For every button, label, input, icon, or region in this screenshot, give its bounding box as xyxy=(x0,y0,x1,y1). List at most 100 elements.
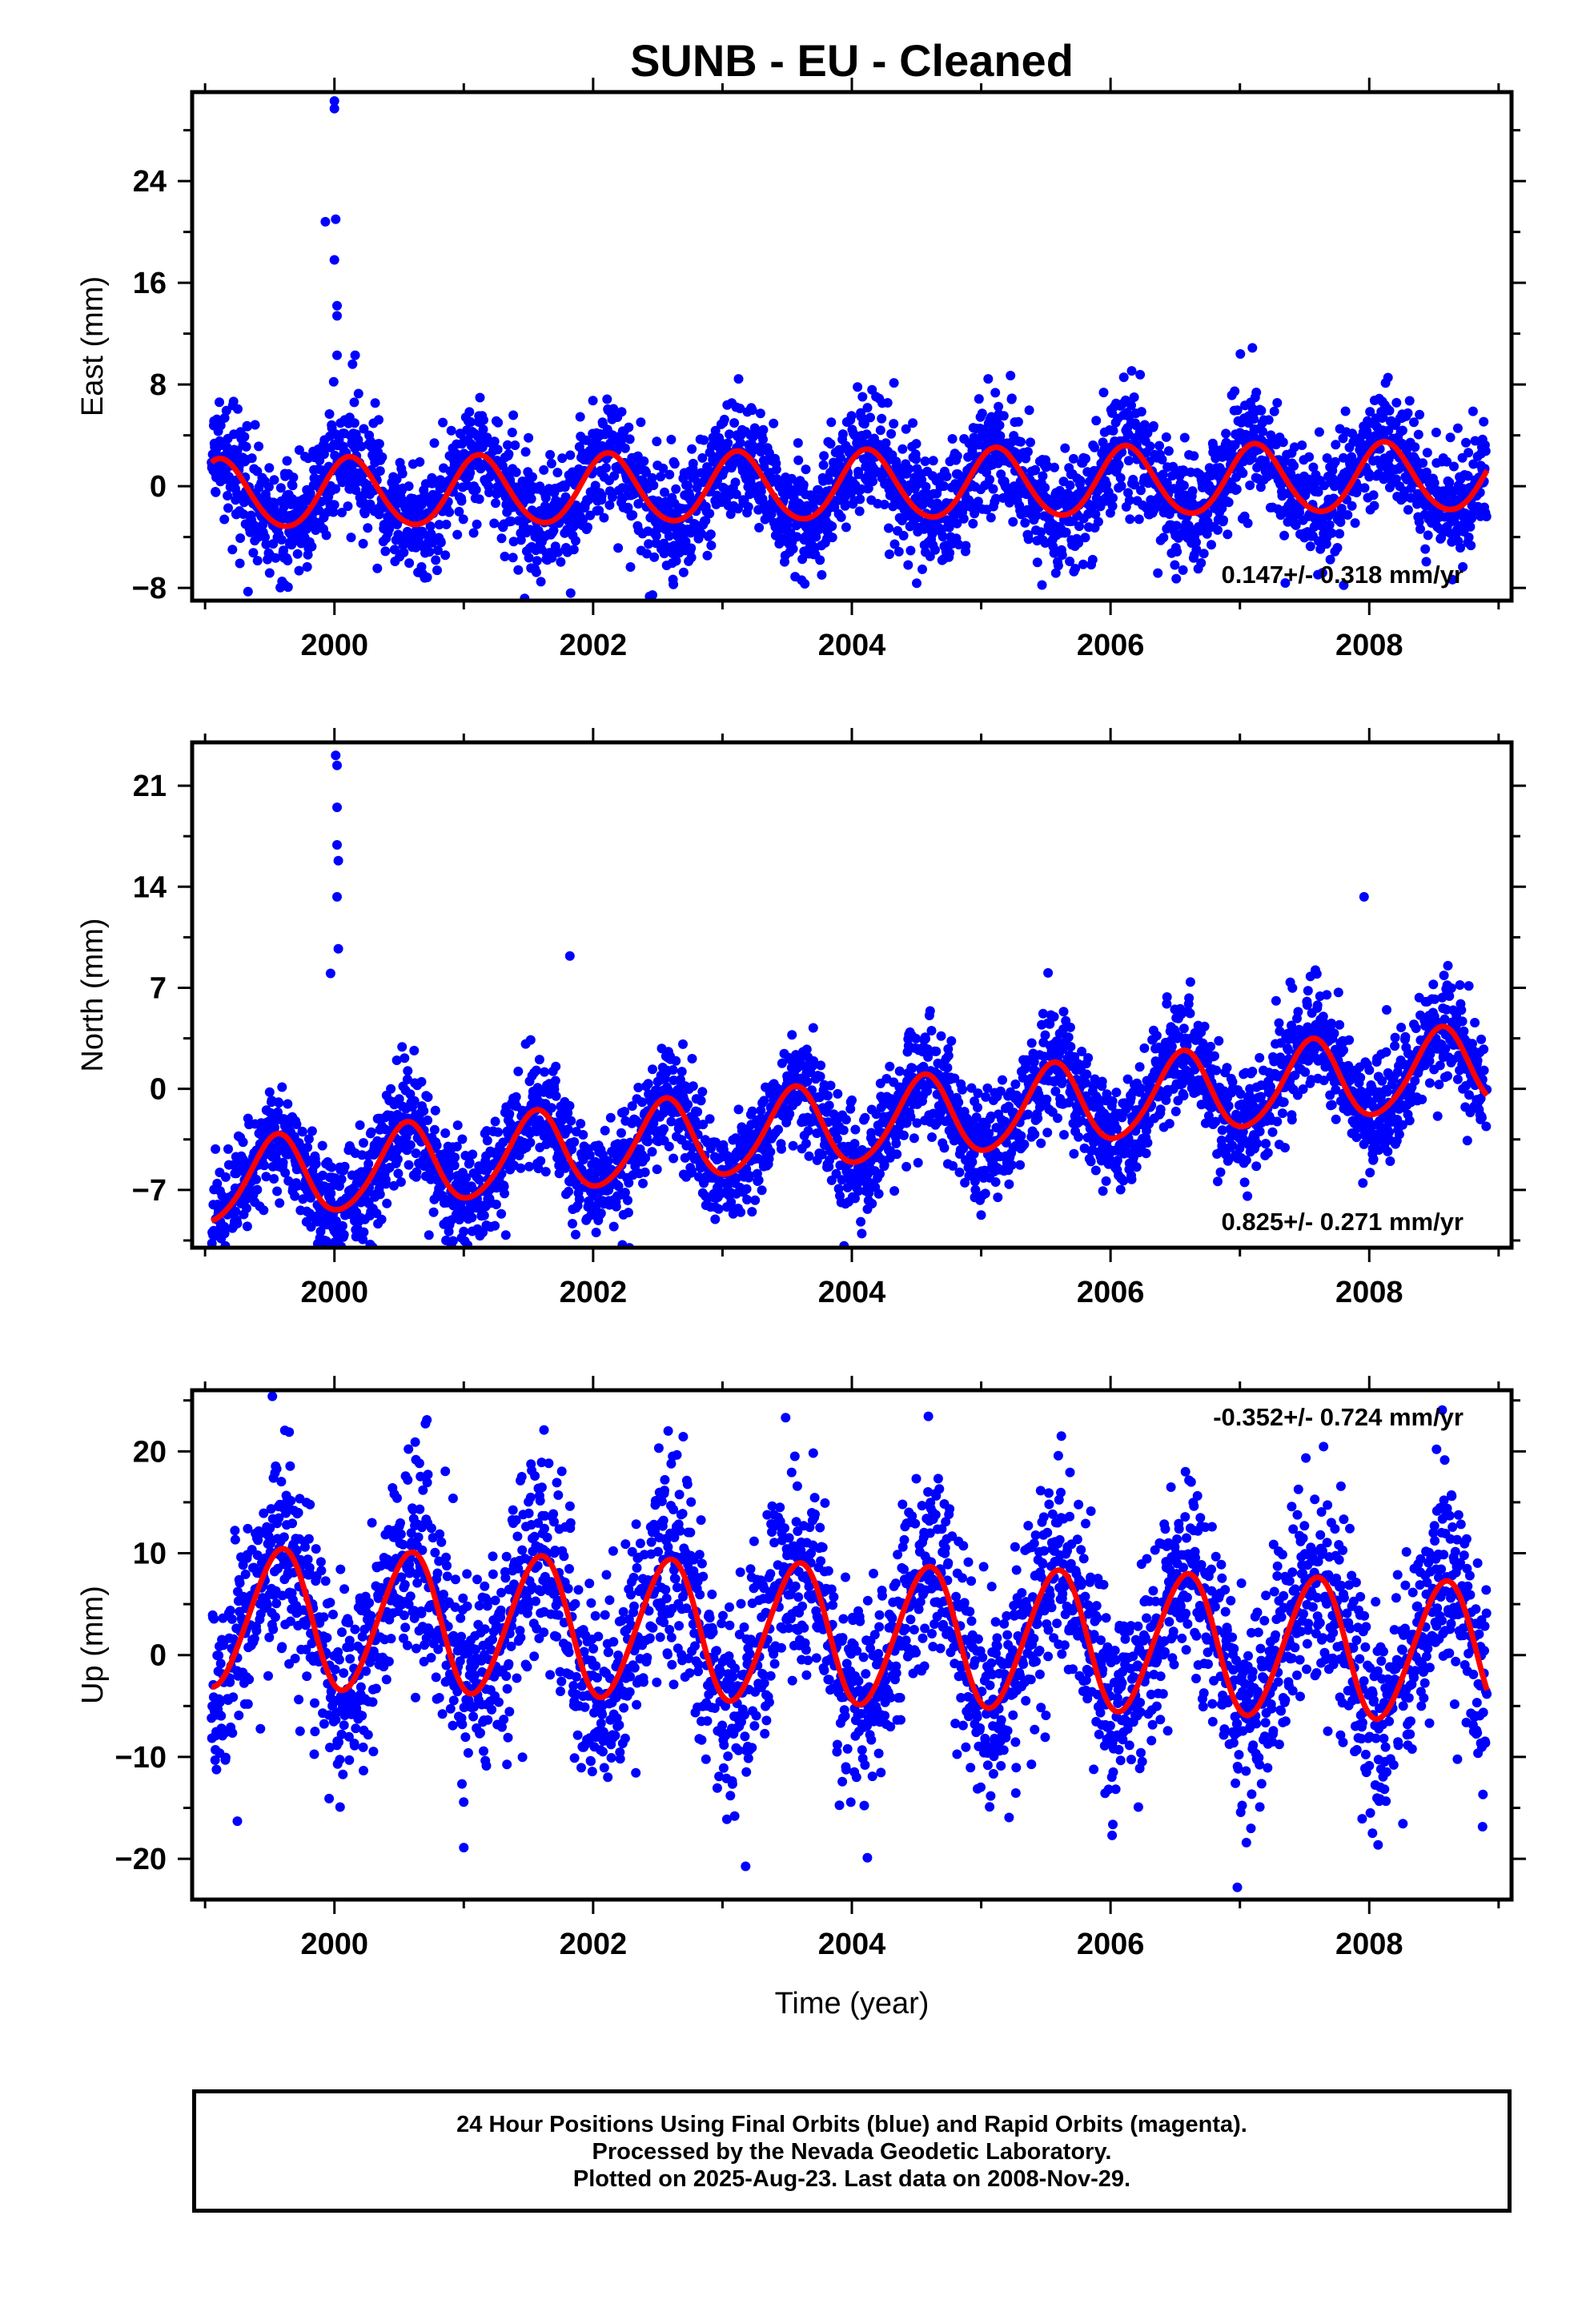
data-point xyxy=(1247,343,1258,353)
data-point xyxy=(725,429,734,440)
data-point xyxy=(252,1184,263,1195)
data-point xyxy=(525,1035,536,1045)
data-point xyxy=(1189,451,1199,461)
data-point xyxy=(824,1100,834,1111)
data-point xyxy=(968,518,978,529)
data-point xyxy=(231,1206,241,1216)
data-point xyxy=(496,533,507,544)
data-point xyxy=(671,556,681,566)
data-point xyxy=(891,1138,901,1148)
data-point xyxy=(432,545,443,556)
data-point xyxy=(415,456,425,467)
data-point xyxy=(252,466,263,476)
data-point xyxy=(588,396,598,406)
data-point xyxy=(533,1164,544,1173)
data-point xyxy=(745,1171,755,1181)
data-point xyxy=(434,520,444,530)
data-point xyxy=(374,415,383,425)
data-point xyxy=(701,516,711,526)
data-point xyxy=(1383,372,1393,383)
data-point xyxy=(608,1221,619,1232)
data-point xyxy=(1070,564,1081,573)
data-point xyxy=(633,499,644,509)
data-point xyxy=(225,1271,235,1281)
data-point xyxy=(1347,501,1357,511)
data-point xyxy=(1050,568,1061,578)
data-point xyxy=(540,1167,551,1177)
data-point xyxy=(1136,485,1146,496)
data-point xyxy=(1332,543,1343,553)
data-point xyxy=(1452,423,1463,433)
data-point xyxy=(278,1157,288,1168)
data-point xyxy=(504,1109,515,1119)
data-point xyxy=(329,103,339,114)
data-point xyxy=(750,1195,761,1205)
data-point xyxy=(671,484,681,494)
data-point xyxy=(474,494,484,505)
data-point xyxy=(1081,453,1090,464)
data-point xyxy=(952,451,962,461)
data-point xyxy=(1403,408,1413,418)
data-point xyxy=(735,437,745,448)
data-point xyxy=(219,514,230,525)
data-point xyxy=(1187,486,1198,497)
data-point xyxy=(1203,509,1213,519)
data-point xyxy=(696,1096,706,1106)
data-point xyxy=(825,1080,836,1091)
data-point xyxy=(337,508,347,517)
data-point xyxy=(475,392,485,403)
x-tick-label: 2008 xyxy=(1335,629,1403,662)
data-point xyxy=(247,453,257,464)
data-point xyxy=(1470,436,1480,446)
data-point xyxy=(1031,510,1042,521)
data-points xyxy=(207,96,1492,601)
data-point xyxy=(218,1260,227,1269)
data-point xyxy=(1421,467,1431,477)
data-point xyxy=(1295,508,1305,518)
data-point xyxy=(1413,429,1423,440)
data-point xyxy=(430,1105,440,1116)
data-point xyxy=(372,563,383,573)
data-point xyxy=(1231,485,1242,494)
data-point xyxy=(687,1054,697,1063)
data-point xyxy=(849,1139,860,1149)
data-point xyxy=(879,1160,889,1170)
data-point xyxy=(583,522,592,533)
data-point xyxy=(1291,520,1301,530)
data-point xyxy=(1080,533,1090,543)
data-point xyxy=(683,1100,693,1110)
data-point xyxy=(1289,460,1299,471)
data-point xyxy=(417,499,427,509)
data-point xyxy=(409,1045,420,1055)
data-point xyxy=(258,520,268,529)
data-point xyxy=(803,1126,813,1136)
data-point xyxy=(636,417,646,428)
data-point xyxy=(884,523,893,533)
data-point xyxy=(613,543,624,553)
data-point xyxy=(263,481,274,492)
data-point xyxy=(958,513,969,524)
data-point xyxy=(227,545,238,555)
data-point xyxy=(215,397,224,408)
data-point xyxy=(1145,441,1155,452)
data-point xyxy=(801,464,811,475)
data-point xyxy=(377,452,387,462)
data-point xyxy=(303,1134,314,1144)
data-point xyxy=(279,1114,289,1124)
data-point xyxy=(699,435,709,445)
data-point xyxy=(223,503,233,513)
data-point xyxy=(627,1101,637,1112)
y-tick-label: 8 xyxy=(150,368,167,402)
data-point xyxy=(705,509,715,519)
data-point xyxy=(1458,561,1468,572)
data-point xyxy=(456,496,467,506)
data-point xyxy=(307,1126,317,1136)
data-point xyxy=(1124,495,1134,505)
data-point xyxy=(484,487,494,497)
data-point xyxy=(510,440,520,450)
data-point xyxy=(355,1120,365,1130)
data-point xyxy=(540,493,551,503)
data-point xyxy=(1410,442,1420,452)
data-point xyxy=(276,535,287,545)
data-point xyxy=(889,1186,900,1196)
